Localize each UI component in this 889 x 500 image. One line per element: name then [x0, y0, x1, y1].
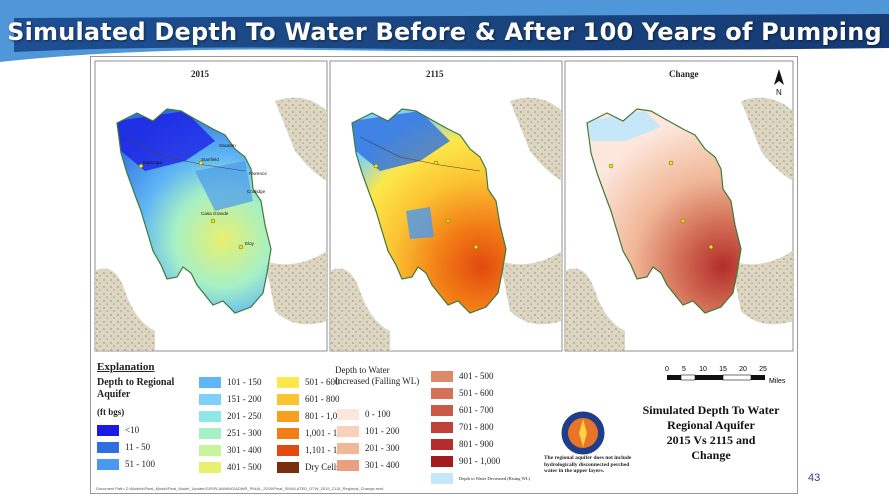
map-title-block: Simulated Depth To Water Regional Aquife…: [631, 403, 791, 463]
scale-unit: Miles: [769, 378, 786, 385]
scale-tick-15: 15: [719, 366, 727, 373]
map-panel-2015: 2015: [94, 60, 328, 352]
depth-label-6: 251 - 300: [227, 428, 262, 438]
depth-label-14: Dry Cells: [305, 462, 340, 472]
adwr-seal-icon: [560, 410, 606, 456]
depth-swatch-1: [97, 442, 119, 453]
change-label-3: 301 - 400: [365, 460, 400, 470]
change-swatch-4: [431, 371, 453, 382]
depth-label-4: 151 - 200: [227, 394, 262, 404]
legend-change-title: Depth to Water Increased (Falling WL): [335, 365, 420, 386]
north-arrow-label: N: [776, 88, 782, 97]
change-label-6: 601 - 700: [459, 405, 494, 415]
map-panel-2115: 2115: [329, 60, 563, 352]
panel-label-change: Change: [669, 69, 699, 79]
town-label-sacaton: Sacaton: [219, 143, 236, 148]
map-panel-change: Change N: [564, 60, 794, 352]
depth-swatch-12: [277, 428, 299, 439]
depth-label-2: 51 - 100: [125, 459, 155, 469]
legend-units: (ft bgs): [97, 407, 125, 417]
map-panels: 2015 2115: [94, 60, 794, 352]
depth-label-9: 501 - 600: [305, 377, 340, 387]
depth-swatch-8: [199, 462, 221, 473]
change-swatch-6: [431, 405, 453, 416]
change-swatch-0: [337, 409, 359, 420]
depth-swatch-0: [97, 425, 119, 436]
map-title-line-3: 2015 Vs 2115 and: [666, 433, 756, 447]
change-swatch-5: [431, 388, 453, 399]
depth-label-0: <10: [125, 425, 140, 435]
scale-tick-5: 5: [682, 366, 686, 373]
scale-tick-0: 0: [665, 366, 669, 373]
change-swatch-2: [337, 443, 359, 454]
depth-swatch-11: [277, 411, 299, 422]
title-banner: [0, 0, 889, 62]
depth-swatch-13: [277, 445, 299, 456]
depth-label-3: 101 - 150: [227, 377, 262, 387]
depth-label-1: 11 - 50: [125, 442, 151, 452]
depth-label-13: 1,101 - 1,300: [305, 445, 353, 455]
depth-label-11: 801 - 1,000: [305, 411, 347, 421]
town-label-maricopa: Maricopa: [143, 160, 162, 165]
depth-label-12: 1,001 - 1,100: [305, 428, 353, 438]
map-figure: 2015 2115: [90, 56, 798, 494]
change-label-1: 101 - 200: [365, 426, 400, 436]
legend-heading: Explanation: [97, 361, 155, 373]
change-swatch-7: [431, 422, 453, 433]
depth-swatch-2: [97, 459, 119, 470]
slide-title: Simulated Depth To Water Before & After …: [7, 18, 882, 46]
scale-bar: 0 5 10 15 20 25 Miles: [665, 366, 786, 385]
depth-label-5: 201 - 250: [227, 411, 262, 421]
change-label-2: 201 - 300: [365, 443, 400, 453]
town-labels: Maricopa Stanfield Sacaton Florence Casa…: [143, 143, 267, 246]
north-arrow: N: [774, 69, 784, 97]
scale-tick-10: 10: [699, 366, 707, 373]
town-label-eloy: Eloy: [245, 241, 255, 246]
change-label-5: 501 - 600: [459, 388, 494, 398]
town-label-florence: Florence: [249, 171, 267, 176]
change-swatch-8: [431, 439, 453, 450]
map-title-line-1: Simulated Depth To Water: [642, 403, 780, 417]
depth-label-8: 401 - 500: [227, 462, 262, 472]
change-label-7: 701 - 800: [459, 422, 494, 432]
town-label-casa-grande: Casa Grande: [201, 211, 229, 216]
change-label-8: 801 - 900: [459, 439, 494, 449]
depth-swatch-7: [199, 445, 221, 456]
change-swatch-9: [431, 456, 453, 467]
map-legend: Explanation Depth to Regional Aquifer (f…: [91, 357, 797, 493]
map-title-line-2: Regional Aquifer: [667, 418, 755, 432]
document-path: Document Path: Z:\Models\Pinal_Model\Fin…: [96, 486, 384, 491]
panel-label-2115: 2115: [426, 69, 444, 79]
panel-label-2015: 2015: [191, 69, 210, 79]
scale-tick-25: 25: [759, 366, 767, 373]
change-label-9: 901 - 1,000: [459, 456, 501, 466]
depth-swatch-4: [199, 394, 221, 405]
depth-swatch-3: [199, 377, 221, 388]
depth-swatch-14: [277, 462, 299, 473]
depth-swatch-5: [199, 411, 221, 422]
depth-label-10: 601 - 800: [305, 394, 340, 404]
change-label-4: 401 - 500: [459, 371, 494, 381]
change-swatch-1: [337, 426, 359, 437]
town-label-coolidge: Coolidge: [247, 189, 266, 194]
page-number: 43: [808, 472, 821, 484]
scale-tick-20: 20: [739, 366, 747, 373]
change-label-0: 0 - 100: [365, 409, 391, 419]
legend-depth-title: Depth to Regional Aquifer: [97, 377, 175, 400]
change-swatch-3: [337, 460, 359, 471]
change-label-10: Depth to Water Decreased (Rising WL): [459, 476, 531, 481]
depth-swatch-9: [277, 377, 299, 388]
depth-swatch-10: [277, 394, 299, 405]
town-label-stanfield: Stanfield: [201, 157, 219, 162]
depth-label-7: 301 - 400: [227, 445, 262, 455]
change-swatch-10: [431, 473, 453, 484]
map-title-line-4: Change: [691, 448, 731, 462]
legend-note: The regional aquifer does not include hy…: [544, 455, 632, 474]
depth-swatch-6: [199, 428, 221, 439]
